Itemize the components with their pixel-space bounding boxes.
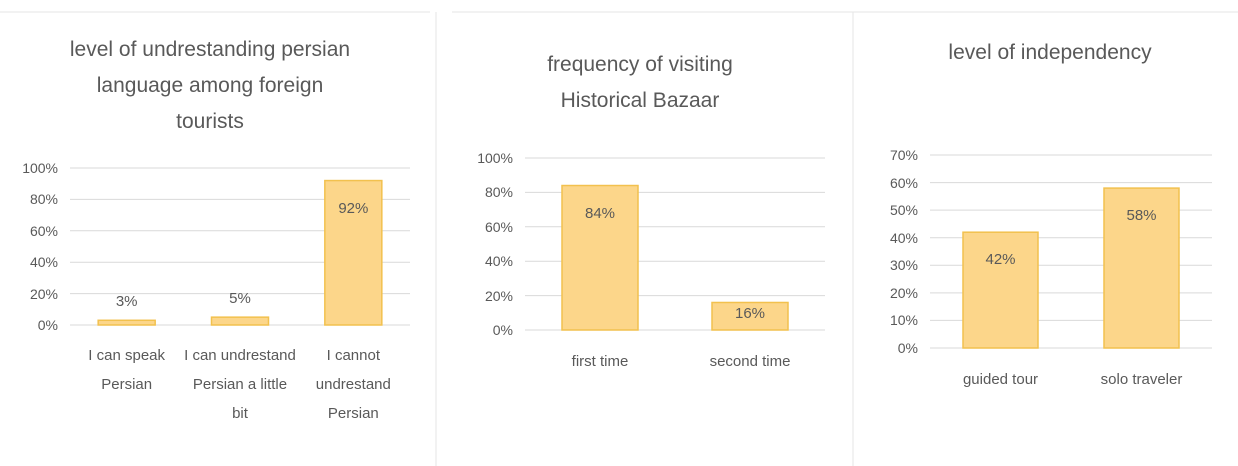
y-tick-label: 30% <box>889 257 918 274</box>
bar <box>324 179 383 326</box>
y-tick-label: 10% <box>889 312 918 329</box>
value-label: 16% <box>734 305 766 323</box>
chart-title: level of undrestanding persian language … <box>69 38 351 133</box>
x-tick-label: second time <box>709 353 791 370</box>
value-label: 92% <box>338 199 369 217</box>
y-tick-label: 70% <box>889 147 918 163</box>
y-tick-label: 80% <box>484 184 513 201</box>
bar <box>210 316 270 326</box>
chart-title: frequency of visiting Historical Bazaar <box>547 53 733 112</box>
chart-title: level of independency <box>948 41 1152 64</box>
x-tick-label: I can speak Persian <box>88 347 166 393</box>
y-tick-label: 50% <box>889 202 918 219</box>
y-tick-label: 60% <box>29 222 58 239</box>
y-tick-label: 40% <box>484 253 513 270</box>
x-tick-label: guided tour <box>962 371 1039 388</box>
bar <box>97 319 156 326</box>
bar <box>1103 187 1180 349</box>
bar <box>962 231 1039 349</box>
y-tick-label: 40% <box>889 229 918 246</box>
value-label: 3% <box>115 293 138 311</box>
y-tick-label: 60% <box>889 174 918 191</box>
y-tick-label: 40% <box>29 254 58 271</box>
y-tick-label: 0% <box>37 317 58 333</box>
value-label: 42% <box>985 251 1016 269</box>
y-tick-label: 20% <box>889 284 918 301</box>
y-tick-label: 20% <box>484 287 513 304</box>
y-tick-label: 80% <box>29 191 58 208</box>
x-tick-label: I can undrestand Persian a little bit <box>184 347 296 422</box>
y-tick-label: 60% <box>484 218 513 235</box>
y-tick-label: 20% <box>29 285 58 302</box>
value-label: 84% <box>584 204 616 222</box>
x-tick-label: I cannot undrestand Persian <box>315 347 391 422</box>
y-tick-label: 0% <box>492 322 513 338</box>
bar <box>561 184 639 331</box>
y-tick-label: 100% <box>22 160 58 176</box>
x-tick-label: solo traveler <box>1100 371 1183 388</box>
y-tick-label: 100% <box>477 150 513 166</box>
x-tick-label: first time <box>571 353 629 370</box>
value-label: 58% <box>1126 207 1157 225</box>
value-label: 5% <box>229 290 251 308</box>
y-tick-label: 0% <box>897 340 918 356</box>
bar <box>711 301 789 331</box>
